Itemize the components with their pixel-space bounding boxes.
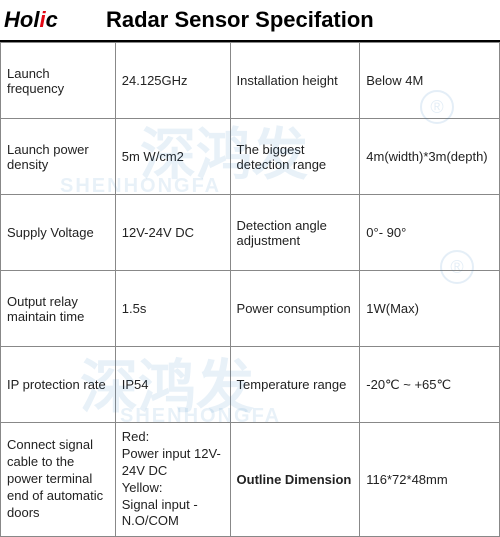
spec-label: Supply Voltage (1, 195, 116, 271)
spec-value: 0°- 90° (360, 195, 500, 271)
spec-value: 1W(Max) (360, 271, 500, 347)
spec-value: 5m W/cm2 (115, 119, 230, 195)
spec-label: Temperature range (230, 347, 360, 423)
table-row: Launch frequency 24.125GHz Installation … (1, 43, 500, 119)
spec-value: 12V-24V DC (115, 195, 230, 271)
spec-label: Power consumption (230, 271, 360, 347)
spec-label: Output relay maintain time (1, 271, 116, 347)
spec-label: Launch power density (1, 119, 116, 195)
table-row: Output relay maintain time 1.5s Power co… (1, 271, 500, 347)
spec-value: 4m(width)*3m(depth) (360, 119, 500, 195)
page-title: Radar Sensor Specifation (76, 7, 496, 33)
spec-label: Installation height (230, 43, 360, 119)
spec-value: 24.125GHz (115, 43, 230, 119)
table-row: Launch power density 5m W/cm2 The bigges… (1, 119, 500, 195)
brand-logo: Holic (4, 4, 76, 36)
spec-value: 1.5s (115, 271, 230, 347)
spec-label: Connect signal cable to the power termin… (1, 423, 116, 537)
spec-label: Launch frequency (1, 43, 116, 119)
spec-label: Outline Dimension (230, 423, 360, 537)
spec-value: Red: Power input 12V-24V DC Yellow: Sign… (115, 423, 230, 537)
spec-label: IP protection rate (1, 347, 116, 423)
spec-label: Detection angle adjustment (230, 195, 360, 271)
spec-value: IP54 (115, 347, 230, 423)
spec-label: The biggest detection range (230, 119, 360, 195)
spec-table: Launch frequency 24.125GHz Installation … (0, 42, 500, 537)
spec-value: Below 4M (360, 43, 500, 119)
logo-text-1: Hol (4, 7, 39, 33)
logo-text-2: c (46, 7, 58, 33)
spec-value: 116*72*48mm (360, 423, 500, 537)
table-row: IP protection rate IP54 Temperature rang… (1, 347, 500, 423)
spec-value: -20℃ ~ +65℃ (360, 347, 500, 423)
table-row: Supply Voltage 12V-24V DC Detection angl… (1, 195, 500, 271)
header: Holic Radar Sensor Specifation (0, 0, 500, 42)
table-row: Connect signal cable to the power termin… (1, 423, 500, 537)
